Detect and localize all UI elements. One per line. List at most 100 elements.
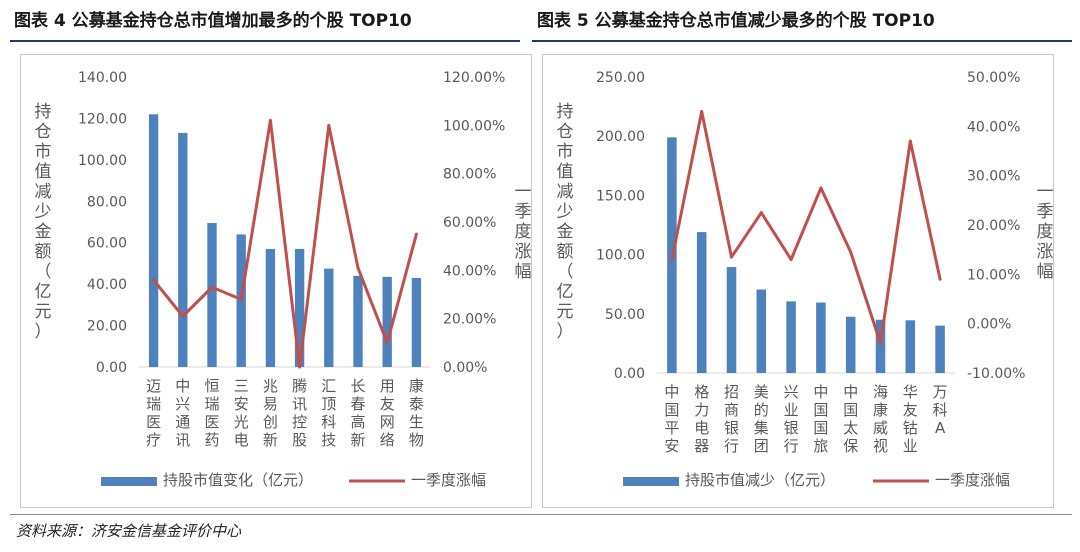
y-tick-label: 140.00 bbox=[78, 70, 127, 86]
line-point bbox=[849, 250, 853, 254]
y2-axis-label: 一季度涨幅 bbox=[1037, 182, 1054, 282]
y2-tick-label: 80.00% bbox=[443, 167, 496, 183]
bar bbox=[696, 232, 707, 373]
x-tick-label: 美的集团 bbox=[754, 383, 769, 455]
y-axis-label: 持仓市值减少金额（亿元） bbox=[557, 102, 574, 342]
x-tick-label: 中国太保 bbox=[843, 383, 858, 455]
x-tick-label: 招商银行 bbox=[724, 383, 739, 455]
bar bbox=[324, 268, 334, 367]
line-point bbox=[730, 255, 733, 259]
legend-bar-label: 持股市值变化（亿元） bbox=[163, 471, 313, 489]
x-tick-label: 海康威视 bbox=[873, 383, 888, 455]
x-tick-label: 中国平安 bbox=[664, 383, 679, 455]
bar bbox=[294, 248, 305, 367]
line-point bbox=[181, 314, 185, 318]
line-series bbox=[670, 110, 942, 345]
x-tick-label: 兴业银行 bbox=[784, 383, 799, 455]
x-tick-label: 长春高新 bbox=[350, 377, 365, 449]
y-tick-label: 100.00 bbox=[78, 153, 127, 169]
y2-tick-label: 30.00% bbox=[967, 169, 1020, 185]
line-point bbox=[268, 119, 272, 122]
x-tick-label: 迈瑞医疗 bbox=[146, 377, 161, 449]
x-tick-label: 用友网络 bbox=[380, 377, 395, 449]
x-tick-label: 腾讯控股 bbox=[292, 377, 307, 449]
y2-tick-label: 120.00% bbox=[443, 70, 505, 86]
line-point bbox=[298, 365, 302, 369]
x-tick-label: 中兴通讯 bbox=[175, 377, 190, 449]
legend-bar-label: 持股市值减少（亿元） bbox=[685, 471, 835, 489]
bar bbox=[726, 267, 737, 373]
bar bbox=[382, 276, 392, 367]
y2-tick-label: 40.00% bbox=[967, 119, 1020, 135]
x-tick-label: 万科 A bbox=[933, 383, 948, 437]
y-tick-label: 0.00 bbox=[96, 360, 127, 376]
title-rule-left bbox=[10, 40, 520, 42]
bar bbox=[845, 316, 856, 373]
chart-right: 0.00 50.00 100.00 150.00 200.00 250.00 -10.00%… bbox=[557, 70, 1054, 489]
line-series bbox=[152, 119, 418, 369]
line-point bbox=[908, 139, 912, 143]
y-tick-label: 20.00 bbox=[87, 319, 127, 335]
y-tick-label: 200.00 bbox=[596, 129, 645, 145]
line-point bbox=[938, 277, 942, 281]
line-point bbox=[356, 266, 360, 270]
bar bbox=[875, 319, 886, 373]
y2-axis-label: 一季度涨幅 bbox=[515, 182, 532, 282]
x-tick-label: 康泰生物 bbox=[409, 377, 424, 449]
bar bbox=[816, 302, 826, 373]
chart-frame-right: 0.00 50.00 100.00 150.00 200.00 250.00 -10.00%… bbox=[542, 54, 1054, 508]
chart-title-right: 图表 5 公募基金持仓总市值减少最多的个股 TOP10 bbox=[537, 11, 935, 31]
y-axis-label: 持仓市值减少金额（亿元） bbox=[35, 102, 52, 342]
bar bbox=[935, 325, 945, 373]
y-tick-label: 60.00 bbox=[87, 236, 127, 252]
y2-tick-label: 0.00% bbox=[443, 360, 487, 376]
title-rule-right bbox=[532, 40, 1072, 42]
line-point bbox=[239, 297, 243, 301]
y-tick-label: 80.00 bbox=[87, 194, 127, 210]
line-point bbox=[670, 258, 674, 262]
legend-bar-swatch bbox=[101, 477, 157, 486]
bar bbox=[148, 114, 159, 368]
bar bbox=[207, 223, 217, 367]
legend-bar-swatch bbox=[623, 477, 679, 486]
line-point bbox=[879, 341, 882, 345]
line-point bbox=[819, 186, 823, 190]
y2-tick-label: 60.00% bbox=[443, 215, 496, 231]
legend-line-label: 一季度涨幅 bbox=[935, 471, 1010, 489]
legend-line-label: 一季度涨幅 bbox=[411, 471, 486, 489]
x-tick-label: 华友钴业 bbox=[903, 383, 918, 455]
chart-title-left: 图表 4 公募基金持仓总市值增加最多的个股 TOP10 bbox=[14, 11, 412, 31]
y-tick-label: 50.00 bbox=[605, 307, 645, 323]
y2-tick-label: 100.00% bbox=[443, 118, 505, 134]
y-tick-label: 150.00 bbox=[596, 188, 645, 204]
line-point bbox=[210, 285, 214, 289]
line-point bbox=[385, 341, 389, 345]
y2-tick-label: 10.00% bbox=[967, 267, 1020, 283]
x-tick-label: 汇顶科技 bbox=[321, 377, 336, 449]
y-tick-label: 0.00 bbox=[614, 366, 645, 382]
footer-rule bbox=[10, 514, 1072, 515]
source-note: 资料来源：济安金信基金评价中心 bbox=[16, 522, 242, 540]
x-tick-label: 恒瑞医药 bbox=[204, 377, 219, 449]
chart-left: 0.00 20.00 40.00 60.00 80.00 100.00 120.00 140.… bbox=[35, 70, 532, 489]
chart-frame-left: 0.00 20.00 40.00 60.00 80.00 100.00 120.00 140.… bbox=[20, 54, 532, 508]
bar bbox=[905, 320, 916, 373]
bar bbox=[756, 289, 767, 373]
x-tick-label: 中国国旅 bbox=[813, 383, 828, 455]
bar bbox=[265, 248, 276, 367]
y2-tick-label: 20.00% bbox=[443, 312, 496, 328]
x-tick-label: 兆易创新 bbox=[263, 377, 278, 449]
y2-tick-label: 20.00% bbox=[967, 218, 1020, 234]
x-tick-label: 三安光电 bbox=[234, 377, 249, 449]
x-tick-label: 格力电器 bbox=[694, 383, 709, 455]
y-tick-label: 120.00 bbox=[78, 111, 127, 127]
bar bbox=[178, 132, 188, 367]
bar bbox=[786, 301, 796, 373]
y-tick-label: 40.00 bbox=[87, 277, 127, 293]
y-tick-label: 250.00 bbox=[596, 70, 645, 86]
line-point bbox=[327, 123, 331, 127]
bar bbox=[411, 277, 422, 367]
y2-tick-label: 0.00% bbox=[967, 317, 1011, 333]
line-point bbox=[789, 258, 793, 262]
line-point bbox=[759, 211, 763, 215]
